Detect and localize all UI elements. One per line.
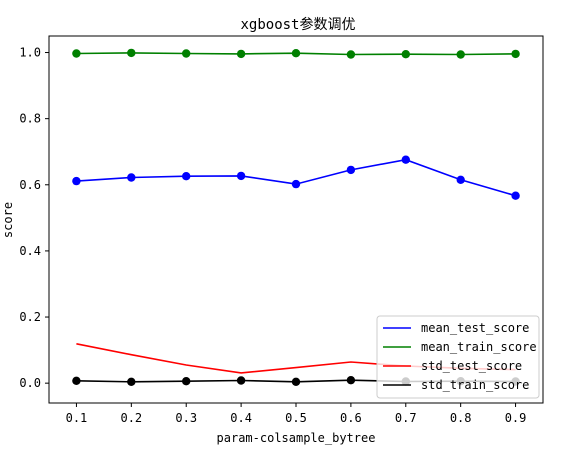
- x-tick-label: 0.7: [395, 411, 417, 425]
- data-point-mean_test_score: [72, 176, 81, 186]
- x-tick-label: 0.5: [285, 411, 307, 425]
- y-tick-label: 1.0: [19, 46, 41, 60]
- data-point-std_train_score: [346, 376, 356, 385]
- data-point-std_train_score: [236, 376, 246, 385]
- data-point-mean_test_score: [182, 172, 191, 181]
- y-tick-label: 0.0: [19, 376, 41, 390]
- y-axis-label: score: [1, 202, 15, 238]
- y-axis: 0.0 0.2 0.4 0.6 0.8 1.0: [19, 46, 49, 390]
- data-point-mean_train_score: [72, 49, 81, 58]
- data-point-mean_test_score: [236, 171, 246, 181]
- data-point-mean_train_score: [236, 49, 246, 59]
- legend-label-mean_train_score: mean_train_score: [421, 340, 537, 354]
- data-point-mean_train_score: [401, 50, 410, 59]
- legend: mean_test_score mean_train_score std_test_…: [376, 315, 540, 399]
- x-tick-label: 0.3: [175, 411, 197, 425]
- x-tick-label: 0.2: [120, 411, 142, 425]
- chart-title: xgboost参数调优: [240, 16, 355, 33]
- x-tick-label: 0.8: [450, 411, 472, 425]
- data-point-std_train_score: [72, 376, 81, 385]
- x-tick-label: 0.4: [230, 411, 252, 425]
- x-tick-label: 0.9: [505, 411, 527, 425]
- data-point-mean_test_score: [346, 165, 356, 175]
- data-point-mean_test_score: [401, 155, 410, 164]
- y-tick-label: 0.6: [19, 178, 41, 192]
- data-point-mean_train_score: [511, 49, 520, 59]
- data-point-mean_train_score: [127, 48, 136, 58]
- data-point-mean_test_score: [291, 179, 301, 189]
- data-point-std_train_score: [291, 377, 301, 386]
- data-point-std_train_score: [182, 377, 191, 386]
- data-point-std_train_score: [127, 377, 136, 386]
- data-point-mean_train_score: [456, 50, 465, 59]
- series-line-mean_test_score: [76, 158, 516, 197]
- data-point-mean_train_score: [182, 49, 191, 58]
- plot-area: [72, 48, 520, 386]
- x-axis-label: param-colsample_bytree: [217, 431, 376, 445]
- x-tick-label: 0.6: [340, 411, 362, 425]
- data-point-mean_train_score: [346, 50, 356, 59]
- legend-box: [376, 315, 540, 399]
- legend-label-std_train_score: std_train_score: [421, 378, 529, 392]
- data-point-mean_test_score: [456, 175, 465, 184]
- y-tick-label: 0.4: [19, 244, 41, 258]
- x-tick-label: 0.1: [66, 411, 88, 425]
- legend-label-mean_test_score: mean_test_score: [421, 321, 529, 335]
- y-tick-label: 0.8: [19, 112, 41, 126]
- data-point-mean_test_score: [127, 173, 136, 182]
- y-tick-label: 0.2: [19, 310, 41, 324]
- legend-label-std_test_score: std_test_score: [421, 359, 522, 373]
- data-point-mean_test_score: [511, 191, 520, 200]
- data-point-mean_train_score: [291, 49, 301, 58]
- x-axis: 0.1 0.2 0.3 0.4 0.5 0.6 0.7 0.8 0.9: [66, 403, 527, 425]
